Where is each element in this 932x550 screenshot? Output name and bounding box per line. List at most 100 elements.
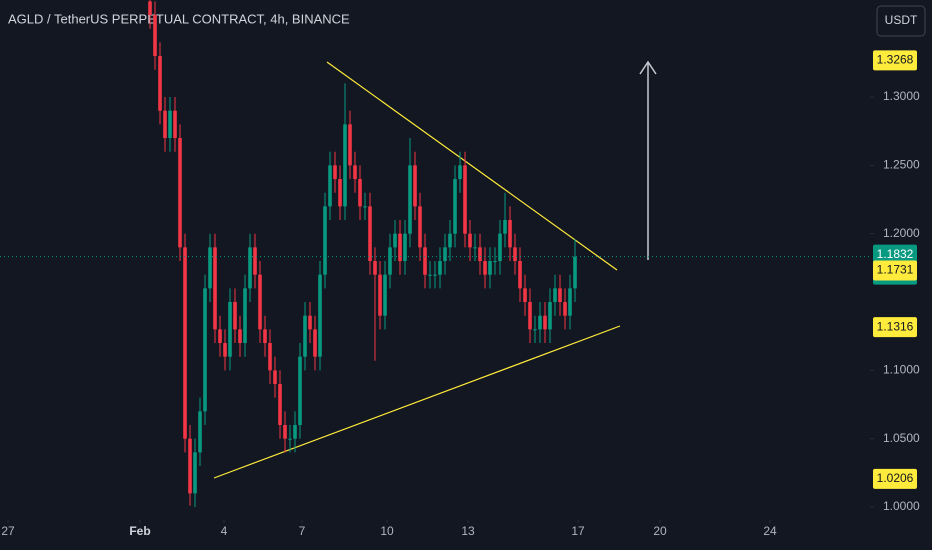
price-label-box — [873, 260, 917, 281]
candle-body — [193, 452, 197, 494]
candle-body — [368, 206, 372, 262]
candle-body — [198, 411, 202, 453]
price-label: 1.0206 — [877, 471, 914, 485]
x-tick-label: 7 — [299, 524, 306, 538]
candle-body — [318, 274, 322, 357]
candle-body — [518, 261, 522, 289]
candle-body — [293, 425, 297, 439]
candle-body — [558, 288, 562, 303]
y-tick-label: 1.2500 — [883, 158, 920, 172]
candle-body — [493, 261, 497, 263]
candle-body — [373, 261, 377, 275]
candle-body — [233, 302, 237, 330]
candle-body — [483, 261, 487, 275]
x-tick-label: Feb — [129, 524, 150, 538]
candle-body — [498, 233, 502, 262]
currency-label[interactable]: USDT — [885, 13, 918, 27]
candle-body — [268, 343, 272, 371]
candle-body — [363, 206, 367, 208]
x-tick-label: 4 — [221, 524, 228, 538]
candle-body — [463, 165, 467, 234]
candle-body — [453, 179, 457, 234]
x-tick-label: 13 — [461, 524, 475, 538]
candle-body — [213, 247, 217, 330]
candle-body — [433, 274, 437, 276]
price-label: 1.3268 — [877, 53, 914, 67]
arrow-head — [639, 60, 657, 75]
candle-body — [208, 247, 212, 289]
candle-body — [468, 233, 472, 248]
support-trendline — [213, 325, 621, 479]
candle-body — [168, 110, 172, 139]
candle-body — [263, 329, 267, 344]
candle-body — [398, 233, 402, 262]
candle-body — [448, 233, 452, 248]
candle-body — [158, 56, 162, 111]
candle-body — [418, 206, 422, 248]
candle-body — [243, 288, 247, 344]
candle-body — [283, 425, 287, 439]
candle-body — [313, 329, 317, 357]
currency-button[interactable] — [876, 5, 926, 37]
candle-body — [383, 274, 387, 316]
candle-body — [548, 302, 552, 330]
candle-body — [423, 247, 427, 275]
candle-body — [343, 124, 347, 207]
candle-body — [248, 247, 252, 289]
candle-body — [153, 15, 157, 57]
candle-body — [183, 247, 187, 439]
candle-body — [543, 315, 547, 330]
candle-body — [478, 247, 482, 262]
candle-body — [278, 384, 282, 426]
x-tick-label: 10 — [380, 524, 394, 538]
y-tick-label: 1.0500 — [883, 431, 920, 445]
candle-body — [408, 165, 412, 234]
candle-body — [348, 124, 352, 166]
candle-body — [228, 302, 232, 357]
candle-body — [538, 315, 542, 330]
candle-body — [338, 179, 342, 207]
resistance-trendline — [326, 61, 618, 271]
candle-body — [553, 288, 557, 303]
candle-body — [188, 438, 192, 494]
x-tick-label: 17 — [571, 524, 585, 538]
candle-body — [533, 329, 537, 331]
candle-body — [238, 329, 242, 344]
candle-body — [393, 233, 397, 248]
candle-body — [178, 138, 182, 248]
candle-body — [568, 288, 572, 316]
candle-body — [528, 302, 532, 330]
candle-body — [298, 356, 302, 426]
candle-body — [333, 165, 337, 180]
price-label-box — [873, 468, 917, 489]
candle-body — [458, 165, 462, 180]
chart-title: AGLD / TetherUS PERPETUAL CONTRACT, 4h, … — [8, 11, 350, 26]
price-label-box — [873, 50, 917, 71]
candle-body — [223, 343, 227, 357]
candle-body — [203, 288, 207, 412]
candle-body — [413, 165, 417, 207]
candle-body — [273, 370, 277, 385]
candle-body — [163, 110, 167, 139]
y-tick-label: 1.1000 — [883, 363, 920, 377]
candle-body — [218, 329, 222, 344]
candle-body — [513, 247, 517, 262]
y-tick-label: 1.0000 — [883, 499, 920, 513]
price-label-box — [873, 317, 917, 338]
x-tick-label: 24 — [763, 524, 777, 538]
candle-body — [323, 206, 327, 275]
candle-body — [173, 110, 177, 139]
candle-body — [443, 247, 447, 262]
candle-body — [503, 220, 507, 234]
x-tick-label: 20 — [653, 524, 667, 538]
price-label: 1.1731 — [877, 263, 914, 277]
candle-body — [573, 256, 577, 289]
candle-body — [353, 165, 357, 180]
candle-body — [378, 274, 382, 316]
candle-body — [288, 438, 292, 440]
candle-body — [563, 302, 567, 316]
candle-body — [358, 179, 362, 207]
last-price-label: 1.1832 — [877, 247, 914, 261]
y-tick-label: 1.3000 — [883, 89, 920, 103]
